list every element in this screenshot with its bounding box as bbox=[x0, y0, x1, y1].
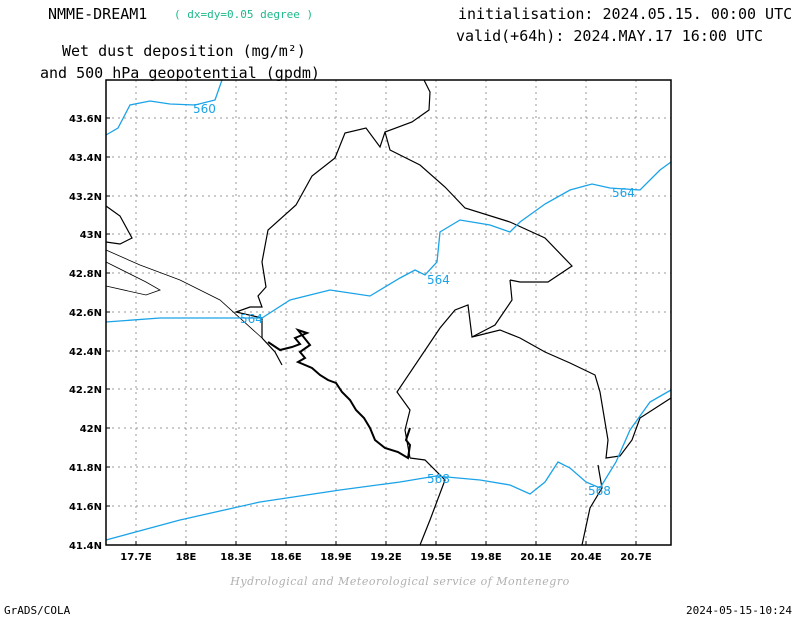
lon-tick-label: 18E bbox=[176, 552, 197, 563]
lon-tick-label: 20.7E bbox=[620, 552, 652, 563]
grid-lines bbox=[106, 80, 671, 545]
lat-tick-label: 41.6N bbox=[69, 502, 102, 513]
thin-lines bbox=[105, 249, 263, 339]
lon-tick-label: 20.1E bbox=[520, 552, 552, 563]
latitude-labels: 43.6N 43.4N 43.2N 43N 42.8N 42.6N 42.4N … bbox=[69, 114, 102, 552]
contour-label-group: 560 564 564 564 568 568 bbox=[193, 102, 635, 498]
valid-time: valid(+64h): 2024.MAY.17 16:00 UTC bbox=[456, 27, 764, 45]
lon-tick-label: 19.5E bbox=[420, 552, 452, 563]
longitude-labels: 17.7E 18E 18.3E 18.6E 18.9E 19.2E 19.5E … bbox=[120, 552, 652, 563]
lat-tick-label: 41.8N bbox=[69, 463, 102, 474]
model-name: NMME-DREAM1 bbox=[48, 5, 148, 23]
credit-line: Hydrological and Meteorological service … bbox=[230, 575, 570, 588]
contour-label: 564 bbox=[427, 273, 450, 287]
lon-tick-label: 19.8E bbox=[470, 552, 502, 563]
map-title-line1: Wet dust deposition (mg/m²) bbox=[62, 42, 306, 60]
lat-tick-label: 43.2N bbox=[69, 192, 102, 203]
lon-tick-label: 20.4E bbox=[570, 552, 602, 563]
lat-tick-label: 42.4N bbox=[69, 347, 102, 358]
tick-marks bbox=[106, 117, 637, 545]
lat-tick-label: 43N bbox=[80, 230, 102, 241]
lon-tick-label: 17.7E bbox=[120, 552, 152, 563]
grid-resolution: ( dx=dy=0.05 degree ) bbox=[174, 8, 314, 21]
lon-tick-label: 19.2E bbox=[370, 552, 402, 563]
contour-label: 568 bbox=[588, 484, 611, 498]
initialisation-time: initialisation: 2024.05.15. 00:00 UTC bbox=[458, 5, 793, 23]
contour-label: 564 bbox=[612, 186, 635, 200]
lat-tick-label: 42.6N bbox=[69, 308, 102, 319]
lon-tick-label: 18.9E bbox=[320, 552, 352, 563]
lat-tick-label: 42.2N bbox=[69, 385, 102, 396]
lon-tick-label: 18.6E bbox=[270, 552, 302, 563]
contour-label: 564 bbox=[240, 312, 263, 326]
coastline bbox=[267, 327, 412, 460]
lat-tick-label: 42N bbox=[80, 424, 102, 435]
geopotential-contours bbox=[105, 79, 672, 541]
contour-label: 568 bbox=[427, 472, 450, 486]
software-label: GrADS/COLA bbox=[4, 604, 71, 617]
lat-tick-label: 42.8N bbox=[69, 269, 102, 280]
country-borders bbox=[105, 79, 672, 546]
map-title-line2: and 500 hPa geopotential (gpdm) bbox=[40, 64, 320, 82]
lat-tick-label: 41.4N bbox=[69, 541, 102, 552]
lat-tick-label: 43.4N bbox=[69, 153, 102, 164]
lon-tick-label: 18.3E bbox=[220, 552, 252, 563]
contour-label: 560 bbox=[193, 102, 216, 116]
lat-tick-label: 43.6N bbox=[69, 114, 102, 125]
render-timestamp: 2024-05-15-10:24 bbox=[686, 604, 792, 617]
